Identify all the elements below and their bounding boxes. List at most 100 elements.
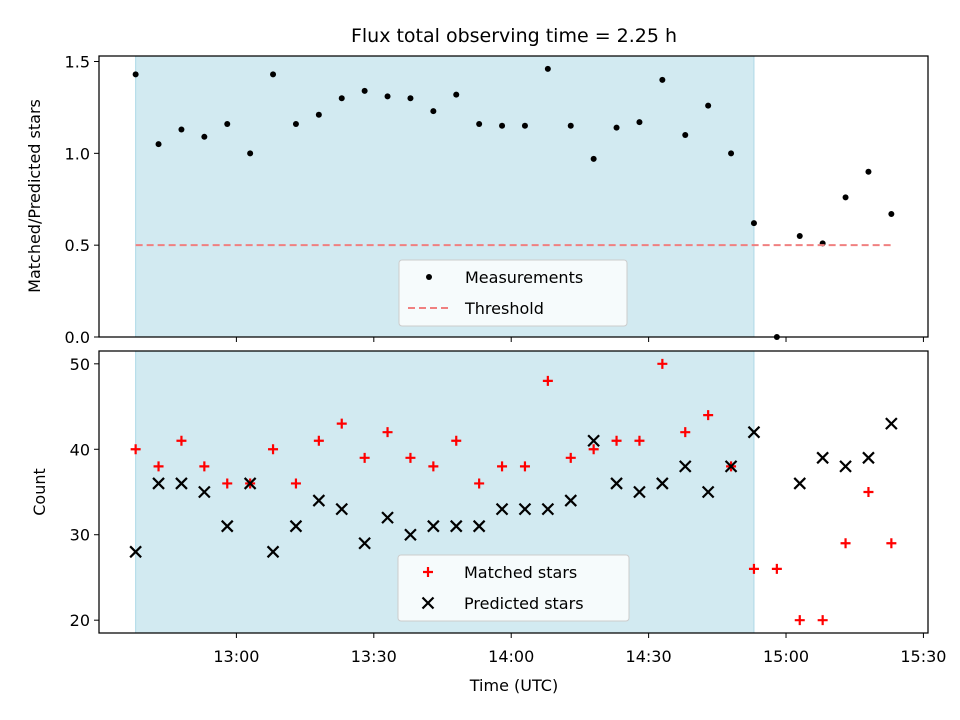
measurement-point <box>842 194 849 201</box>
x-tick-label: 15:00 <box>763 647 809 666</box>
bottom-y-tick-label: 20 <box>70 611 90 630</box>
top-legend: Measurements Threshold <box>398 259 628 327</box>
predicted-star-point <box>724 460 738 473</box>
measurement-point <box>590 155 597 162</box>
matched-star-point <box>474 478 485 489</box>
predicted-star-point <box>633 485 646 499</box>
predicted-star-point <box>885 417 898 430</box>
matched-star-point <box>817 615 828 626</box>
measurement-point <box>247 150 254 157</box>
top-y-tick-label: 1.5 <box>65 53 90 72</box>
predicted-star-point <box>381 511 394 524</box>
legend-entry-label: Matched stars <box>464 563 577 582</box>
bottom-y-tick-label: 40 <box>70 440 90 459</box>
matched-star-point <box>611 435 622 446</box>
matched-star-point <box>657 358 668 369</box>
bottom-y-tick-label: 30 <box>70 526 90 545</box>
bottom-series-layer <box>129 358 898 626</box>
matched-star-point <box>405 452 416 463</box>
measurement-point <box>750 220 757 227</box>
matched-star-point <box>588 444 599 455</box>
matched-star-point <box>680 427 691 438</box>
measurement-point <box>361 87 368 94</box>
predicted-star-point <box>427 519 440 533</box>
measurement-point <box>155 141 162 148</box>
matched-star-point <box>336 418 347 429</box>
predicted-star-point <box>495 502 509 516</box>
x-tick-label: 13:00 <box>213 647 259 666</box>
bottom-legend-frame <box>397 554 630 622</box>
top-panel: 0.0 0.5 1.0 1.5 Matched/Predicted stars Mea… <box>25 53 929 347</box>
matched-star-point <box>703 410 714 421</box>
measurement-point <box>636 119 643 126</box>
measurement-point <box>224 120 231 127</box>
predicted-star-point <box>175 477 188 490</box>
bottom-y-tick-label: 50 <box>70 355 90 374</box>
measurement-point <box>315 111 322 118</box>
predicted-star-point <box>839 460 852 473</box>
predicted-star-point <box>266 545 280 559</box>
predicted-star-point <box>564 494 578 507</box>
bottom-y-axis-label: Count <box>30 468 49 516</box>
predicted-star-point <box>518 502 532 516</box>
predicted-star-point <box>656 477 669 490</box>
bottom-axes-frame <box>98 350 929 634</box>
measurement-point <box>430 108 437 115</box>
top-series-layer <box>132 65 895 340</box>
x-tick-label: 15:30 <box>900 647 946 666</box>
measurement-point <box>567 122 574 129</box>
matched-star-point <box>840 538 851 549</box>
bottom-ticks-layer: 20 30 40 50 13:00 13:30 14:00 14:30 15:00 15:30 <box>70 355 947 666</box>
matched-star-point <box>176 435 187 446</box>
matched-star-point <box>748 563 759 574</box>
measurement-point <box>499 122 506 129</box>
matched-star-point <box>268 444 279 455</box>
measurement-point <box>201 133 208 140</box>
legend-entry-label: Measurements <box>465 268 583 287</box>
predicted-star-point <box>747 425 761 439</box>
predicted-star-point <box>220 519 234 533</box>
matched-star-point <box>771 563 782 574</box>
predicted-star-point <box>289 519 303 533</box>
bottom-panel: 20 30 40 50 13:00 13:30 14:00 14:30 15:00 15:30 C… <box>30 350 947 695</box>
measurement-point <box>407 95 414 102</box>
matched-star-point <box>382 427 393 438</box>
predicted-star-point <box>404 528 417 542</box>
predicted-star-point <box>198 485 211 499</box>
matched-star-point <box>634 435 645 446</box>
matched-star-point <box>199 461 210 472</box>
matched-star-point <box>153 461 164 472</box>
top-y-tick-label: 1.0 <box>65 144 90 163</box>
x-tick-label: 13:30 <box>351 647 397 666</box>
measurement-point <box>292 120 299 127</box>
top-legend-frame <box>398 259 628 327</box>
matched-star-point <box>359 452 370 463</box>
x-tick-label: 14:30 <box>626 647 672 666</box>
predicted-star-point <box>449 519 463 533</box>
top-y-tick-label: 0.0 <box>65 328 90 347</box>
top-y-tick-label: 0.5 <box>65 236 90 255</box>
matched-star-point <box>428 461 439 472</box>
measurement-point <box>178 126 185 133</box>
measurement-point <box>453 91 460 98</box>
measurement-point <box>796 232 803 239</box>
predicted-star-point <box>701 485 715 499</box>
measurement-point <box>865 168 872 175</box>
predicted-star-point <box>816 451 829 465</box>
top-y-axis-label: Matched/Predicted stars <box>25 99 44 293</box>
matched-star-point <box>886 538 897 549</box>
matched-star-point <box>222 478 233 489</box>
matched-star-point <box>313 435 324 446</box>
measurement-point <box>132 71 139 78</box>
chart-title: Flux total observing time = 2.25 h <box>351 25 677 47</box>
legend-handle <box>426 274 432 280</box>
matched-star-point <box>497 461 508 472</box>
matched-star-point <box>451 435 462 446</box>
measurement-point <box>544 65 551 72</box>
bottom-legend: Matched stars Predicted stars <box>397 554 630 622</box>
legend-handle <box>423 567 433 577</box>
measurement-point <box>705 102 712 109</box>
measurement-point <box>682 131 689 138</box>
measurement-point <box>476 120 483 127</box>
